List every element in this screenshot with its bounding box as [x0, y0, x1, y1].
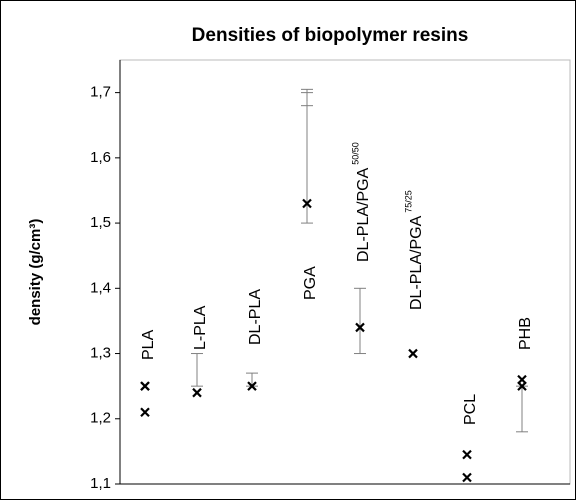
category-label: PGA	[302, 266, 319, 300]
marker	[408, 348, 418, 359]
marker	[462, 449, 472, 460]
marker	[517, 381, 527, 391]
chart-title: Densities of biopolymer resins	[192, 25, 469, 46]
y-tick-label: 1,2	[90, 410, 111, 427]
marker	[247, 381, 257, 391]
marker	[192, 387, 202, 398]
marker	[462, 472, 472, 483]
category-label: PLA	[140, 329, 157, 360]
category-superscript: 75/25	[403, 190, 413, 213]
y-tick-label: 1,7	[90, 84, 111, 101]
category-label: PHB	[517, 317, 534, 350]
category-label: DL-PLA/PGA	[408, 215, 425, 310]
y-tick-label: 1,1	[90, 475, 111, 492]
category-label: L-PLA	[192, 305, 209, 350]
y-tick-label: 1,3	[90, 345, 111, 362]
marker	[355, 322, 365, 333]
category-superscript: 50/50	[350, 142, 360, 165]
y-tick-label: 1,5	[90, 214, 111, 231]
marker	[140, 381, 150, 391]
y-tick-label: 1,4	[90, 279, 111, 296]
category-label: DL-PLA/PGA	[355, 167, 372, 262]
category-label: DL-PLA	[247, 289, 264, 345]
y-axis-label: density (g/cm³)	[27, 219, 44, 326]
y-tick-label: 1,6	[90, 149, 111, 166]
marker	[140, 407, 150, 418]
category-label: PCL	[462, 394, 479, 425]
marker	[302, 198, 312, 209]
